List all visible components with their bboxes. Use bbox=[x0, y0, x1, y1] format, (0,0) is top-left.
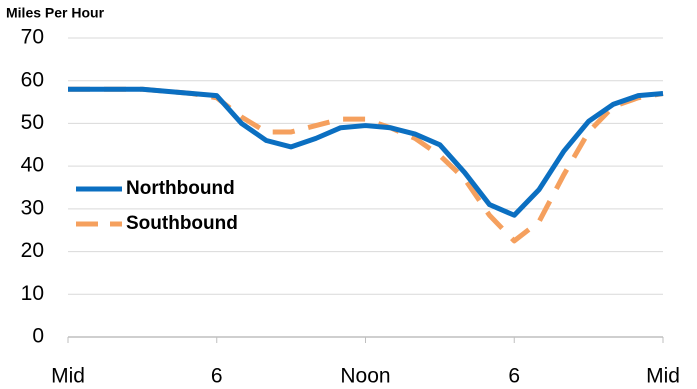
y-tick-label: 0 bbox=[32, 325, 44, 348]
chart-title: Miles Per Hour bbox=[6, 5, 105, 21]
x-tick-label: Mid bbox=[51, 365, 85, 388]
x-tick-label: 6 bbox=[211, 365, 223, 388]
y-tick-label: 40 bbox=[21, 154, 44, 177]
line-series bbox=[68, 86, 664, 244]
y-tick-label: 10 bbox=[21, 282, 44, 305]
x-tick-label: Noon bbox=[340, 365, 390, 388]
y-tick-label: 30 bbox=[21, 196, 44, 219]
x-tick-label: 6 bbox=[508, 365, 520, 388]
y-tick-label: 60 bbox=[21, 68, 44, 91]
y-tick-label: 20 bbox=[21, 239, 44, 262]
y-tick-label: 50 bbox=[21, 111, 44, 134]
x-tick-label: Mid bbox=[646, 365, 680, 388]
line-series bbox=[68, 86, 664, 218]
legend-label: Northbound bbox=[126, 178, 235, 199]
y-tick-label: 70 bbox=[21, 26, 44, 49]
legend-label: Southbound bbox=[126, 213, 238, 234]
